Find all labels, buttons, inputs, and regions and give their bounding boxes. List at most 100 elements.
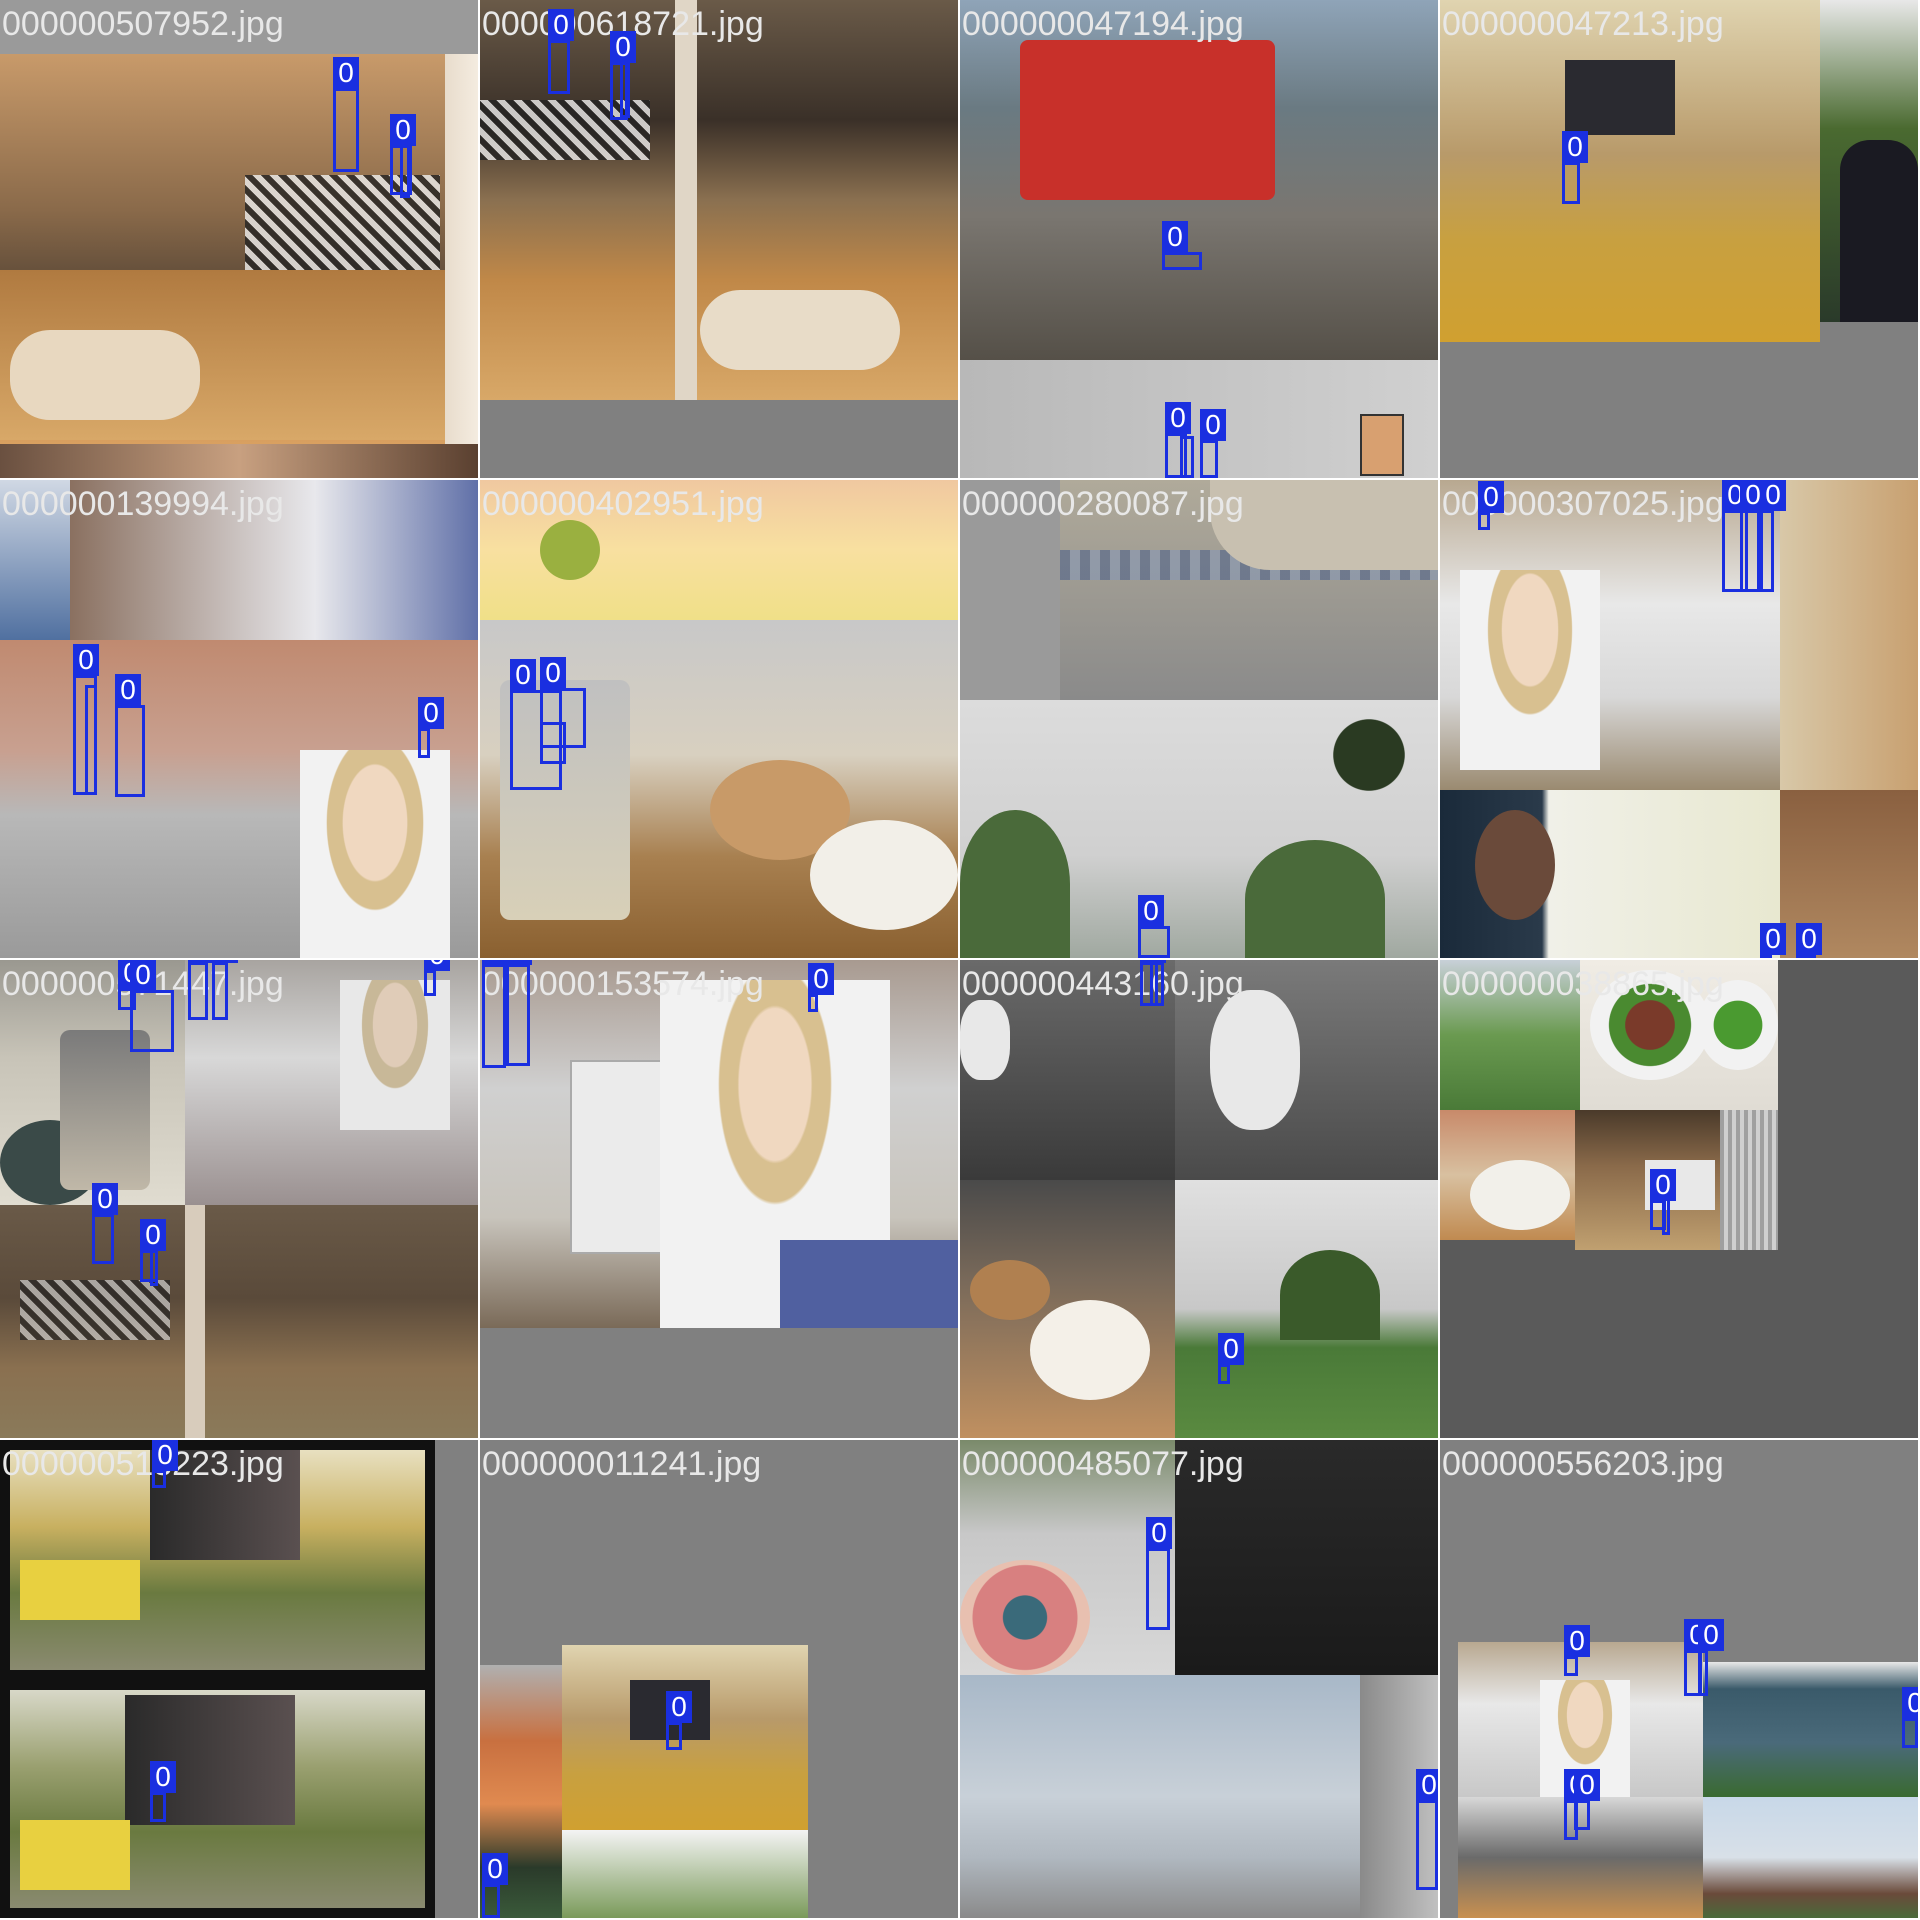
photo-tile: [675, 0, 697, 400]
detection-box: 0: [424, 960, 450, 996]
detection-class-label: 0: [150, 1761, 176, 1793]
detection-class-label: 0: [152, 1440, 178, 1471]
photo-tile: [1590, 970, 1710, 1080]
photo-tile: [960, 1675, 1360, 1918]
detection-box: [1662, 1195, 1670, 1235]
photo-tile: [60, 1030, 150, 1190]
detection-box: 0: [1902, 1687, 1918, 1748]
photo-tile: [0, 444, 478, 478]
photo-tile: [0, 480, 70, 640]
detection-box: 0: [418, 697, 444, 758]
photo-tile: [700, 290, 900, 370]
detection-box: 0: [1218, 1333, 1244, 1384]
mosaic-cell: 000000139994.jpg 0 0 0: [0, 480, 478, 958]
detection-class-label: 0: [1562, 131, 1588, 163]
detection-class-label: 0: [418, 697, 444, 729]
photo-tile: [10, 330, 200, 420]
detection-class-label: 0: [808, 963, 834, 995]
detection-box: 0: [1698, 1619, 1724, 1696]
detection-box: [1180, 436, 1194, 478]
photo-tile: [20, 1560, 140, 1620]
filename-label: 000000443160.jpg: [962, 965, 1244, 1003]
photo-tile: [435, 1440, 478, 1918]
filename-label: 000000402951.jpg: [482, 485, 764, 523]
detection-class-label: 0: [1698, 1619, 1724, 1651]
photo-tile: [480, 1440, 958, 1645]
detection-box: 0: [1200, 409, 1226, 478]
detection-class-label: 0: [1218, 1333, 1244, 1365]
mosaic-cell: 000000571447.jpg 0 0 0 0 0 0 0: [0, 960, 478, 1438]
photo-tile: [1440, 1440, 1918, 1642]
photo-tile: [960, 1000, 1010, 1080]
detection-class-label: 0: [1478, 481, 1504, 513]
detection-class-label: 0: [92, 1183, 118, 1215]
detection-box: 0: [1574, 1769, 1600, 1830]
photo-tile: [0, 0, 478, 54]
mosaic-cell: 000000307025.jpg 0 0 0 0 0 0: [1440, 480, 1918, 958]
detection-class-label: 0: [666, 1691, 692, 1723]
filename-label: 000000139994.jpg: [2, 485, 284, 523]
photo-tile: [1780, 480, 1918, 790]
mosaic-cell: 000000047213.jpg 0: [1440, 0, 1918, 478]
detection-box: 0: [610, 31, 636, 120]
photo-tile: [185, 1205, 205, 1438]
photo-tile: [1565, 60, 1675, 135]
detection-class-label: 0: [482, 1853, 508, 1885]
detection-box: 0: [1140, 960, 1166, 1006]
detection-box: 0: [1760, 923, 1786, 958]
detection-box: 0: [1162, 221, 1202, 270]
photo-tile: [1175, 1440, 1438, 1675]
detection-box: 0: [1760, 480, 1786, 592]
detection-box: 0: [212, 960, 238, 1020]
photo-tile: [1698, 980, 1778, 1070]
photo-tile: [1840, 140, 1918, 322]
detection-class-label: 0: [1760, 923, 1786, 955]
detection-box: 0: [130, 960, 174, 1052]
detection-box: 0: [92, 1183, 118, 1264]
mosaic-cell: 000000485077.jpg 0 0: [960, 1440, 1438, 1918]
detection-box: 0: [150, 1761, 176, 1822]
photo-tile: [1720, 1110, 1778, 1250]
detection-box: 0: [506, 960, 532, 1066]
filename-label: 000000280087.jpg: [962, 485, 1244, 523]
photo-tile: [480, 1328, 958, 1438]
photo-tile: [445, 54, 478, 444]
detection-box: 0: [1165, 402, 1191, 478]
filename-label: 000000485077.jpg: [962, 1445, 1244, 1483]
detection-box: 0: [808, 963, 834, 1012]
photo-tile: [1245, 840, 1385, 958]
grid-divider: [0, 1438, 1920, 1440]
detection-class-label: 0: [333, 57, 359, 89]
grid-divider: [1438, 0, 1440, 1920]
mosaic-cell: 000000443160.jpg 0 0: [960, 960, 1438, 1438]
mosaic-cell: 000000280087.jpg 0: [960, 480, 1438, 958]
mosaic-cell: 000000011241.jpg 0 0: [480, 1440, 958, 1918]
detection-box: 0: [1564, 1625, 1590, 1676]
photo-tile: [970, 1260, 1050, 1320]
filename-label: 000000038865.jpg: [1442, 965, 1724, 1003]
photo-tile: [1210, 990, 1300, 1130]
photo-tile: [1360, 414, 1404, 476]
detection-class-label: 0: [1416, 1769, 1438, 1801]
detection-class-label: 0: [1140, 960, 1166, 963]
filename-label: 000000556203.jpg: [1442, 1445, 1724, 1483]
detection-box: 0: [548, 9, 574, 94]
detection-box: [150, 1250, 158, 1286]
photo-tile: [960, 360, 1438, 478]
detection-box: 0: [482, 1853, 508, 1918]
photo-tile: [20, 1820, 130, 1890]
photo-tile: [1458, 1797, 1703, 1918]
detection-box: 0: [1416, 1769, 1438, 1890]
detection-class-label: 0: [1650, 1169, 1676, 1201]
detection-class-label: 0: [1564, 1625, 1590, 1657]
photo-tile: [960, 480, 1060, 700]
detection-class-label: 0: [130, 960, 156, 991]
grid-divider: [958, 0, 960, 1920]
detection-box: 0: [1562, 131, 1588, 204]
detection-class-label: 0: [1200, 409, 1226, 441]
photo-tile: [300, 750, 450, 958]
detection-class-label: 0: [1796, 923, 1822, 955]
mosaic-cell: 000000618721.jpg 0 0: [480, 0, 958, 478]
mosaic-cell: 000000038865.jpg 0: [1440, 960, 1918, 1438]
